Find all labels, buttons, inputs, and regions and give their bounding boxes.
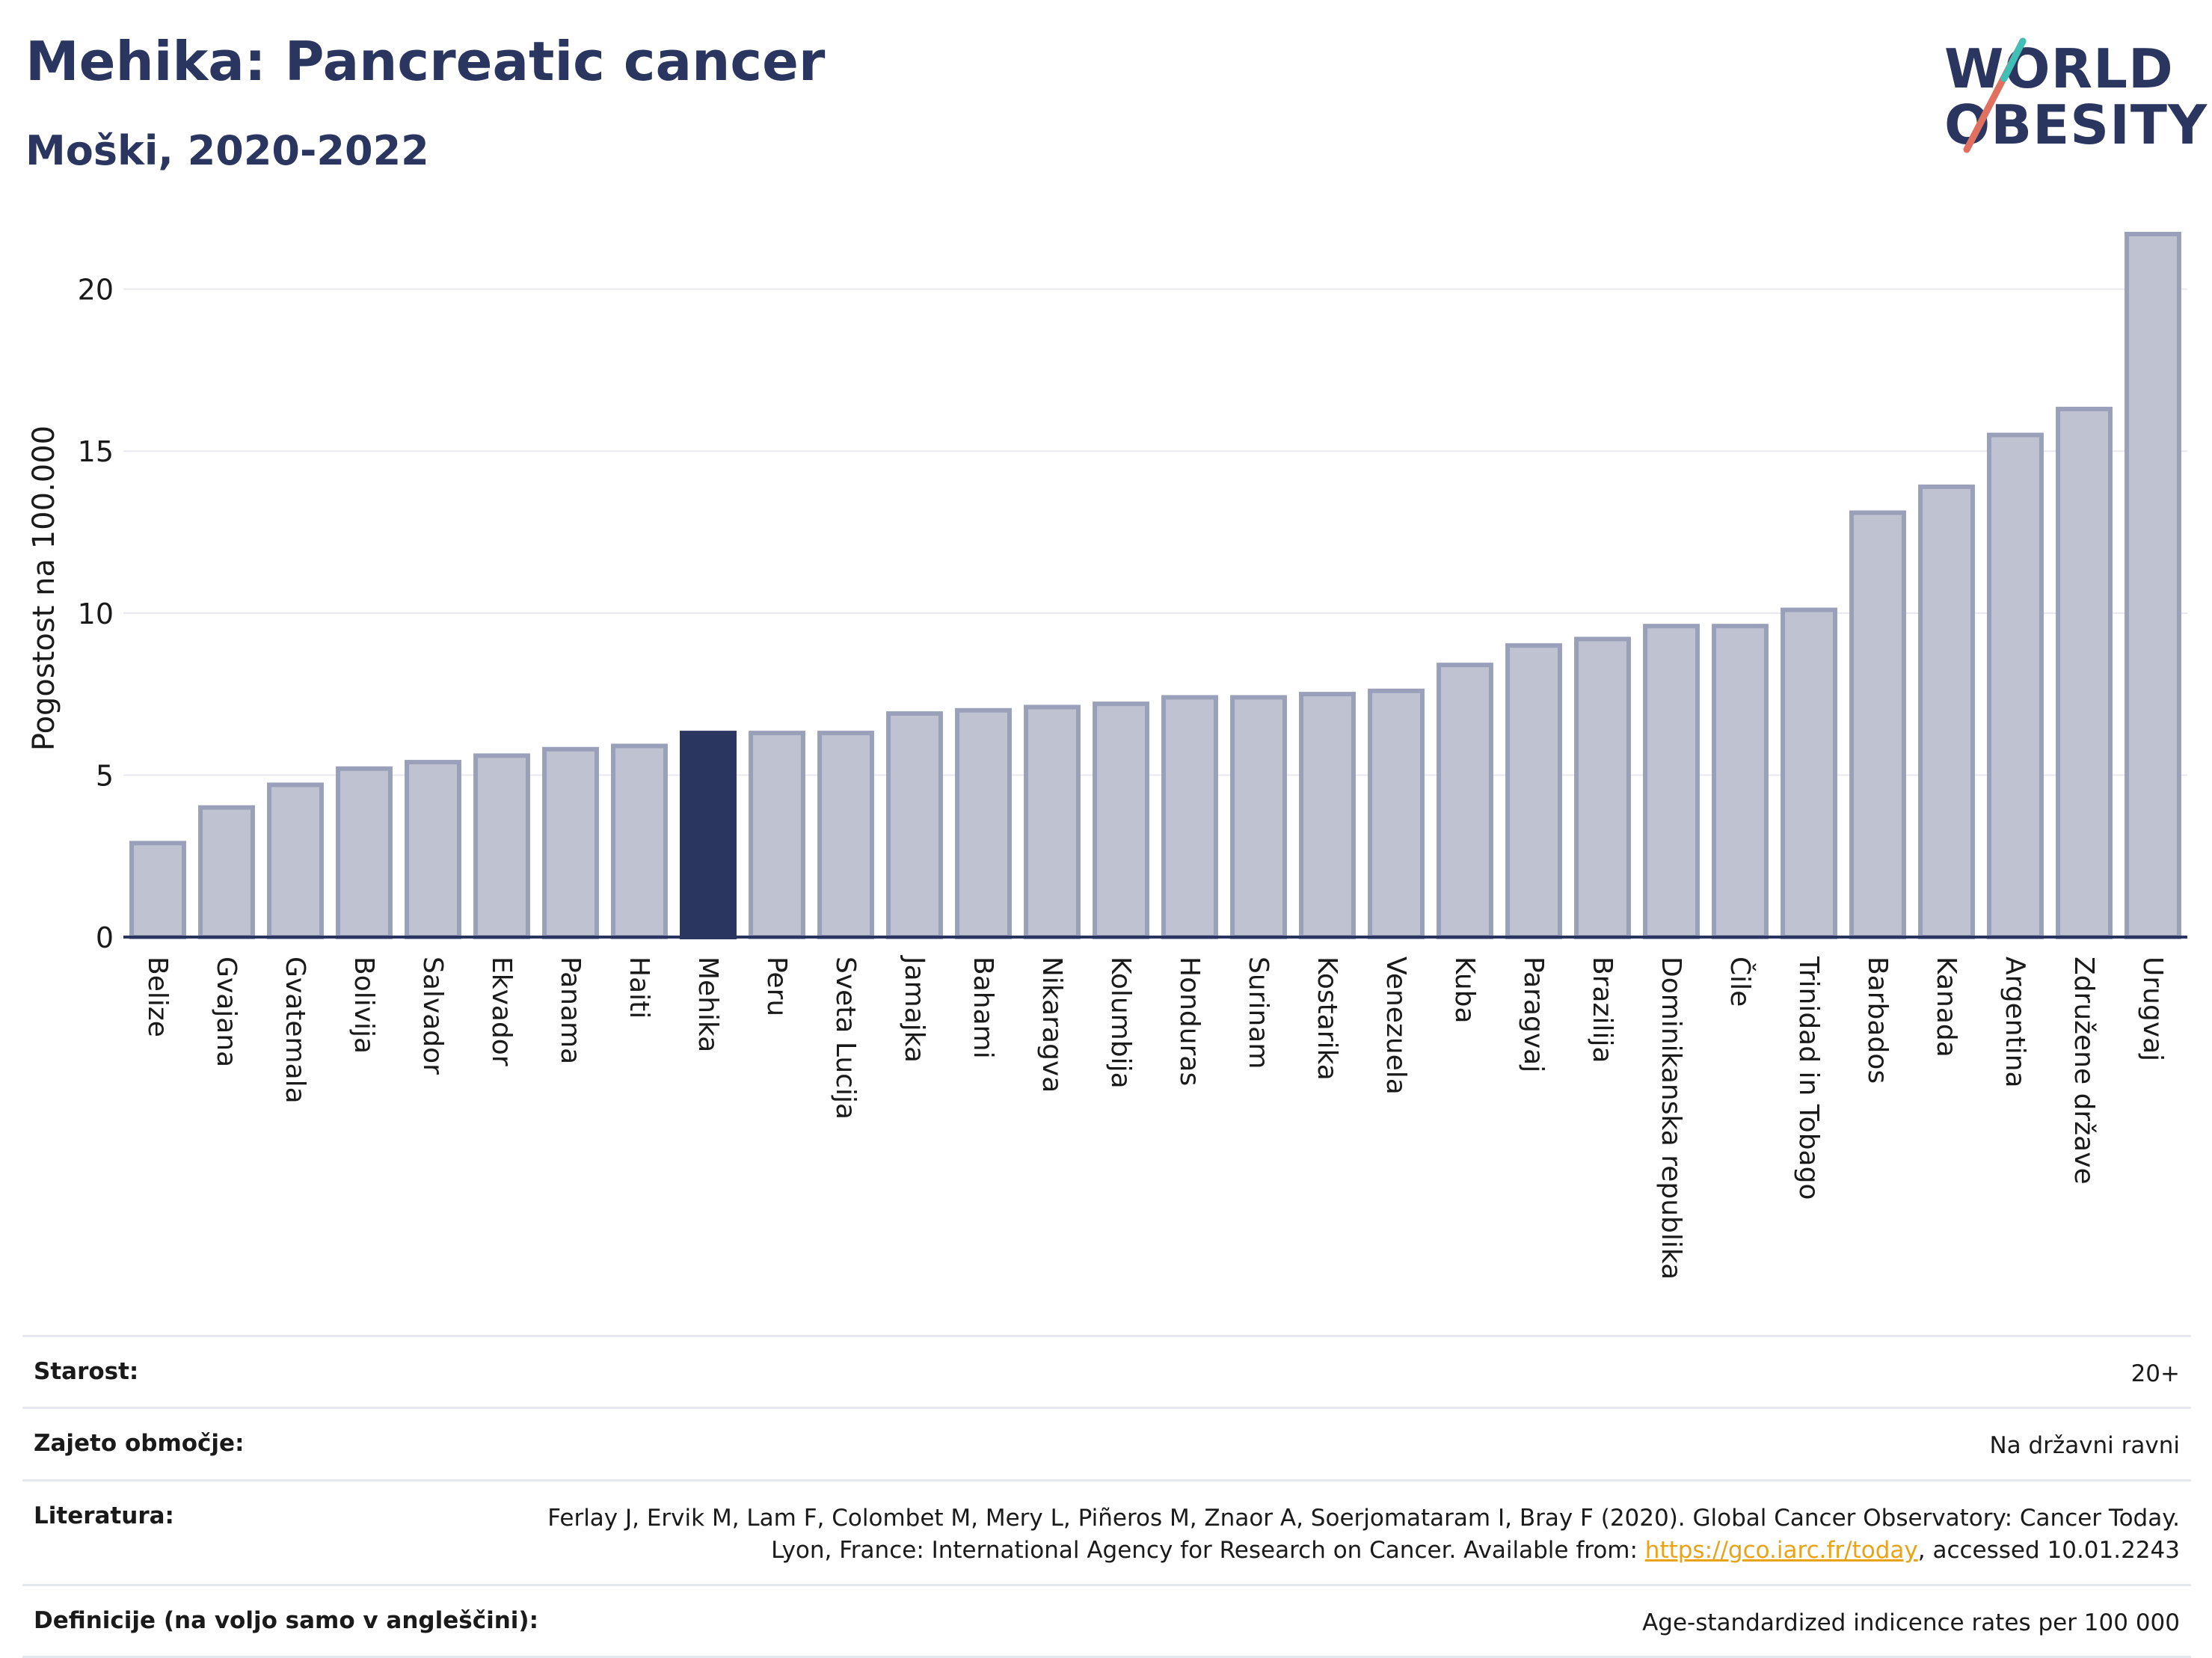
x-tick-label: Sveta Lucija [830,957,861,1120]
bar-16 [1230,695,1287,939]
bar-17 [1299,692,1356,939]
bar-5 [473,753,530,939]
x-tick-label: Bahami [968,957,998,1059]
x-tick-label: Gvajana [211,957,242,1067]
bar-3 [336,766,393,940]
literature-label: Literatura: [34,1502,174,1529]
x-tick-label: Združene države [2068,957,2099,1185]
age-value: 20+ [2130,1360,2180,1387]
bar-26 [1918,484,1975,939]
x-tick-label: Peru [761,957,792,1016]
bar-27 [1987,432,2044,939]
bar-1 [198,805,255,940]
x-tick-label: Kanada [1931,957,1961,1057]
y-tick-label: 0 [96,921,114,954]
y-tick-label: 10 [78,598,114,630]
bar-11 [886,711,943,939]
bar-0 [129,841,186,940]
definitions-value: Age-standardized indicence rates per 100… [1642,1609,2180,1636]
x-tick-label: Kuba [1449,957,1480,1024]
y-axis-label: Pogostost na 100.000 [27,426,61,751]
literature-accessed: , accessed 10.01.2243 [1917,1537,2180,1565]
x-tick-label: Kostarika [1312,957,1342,1081]
literature-link[interactable]: https://gco.iarc.fr/today [1644,1537,1918,1565]
bar-10 [817,731,874,939]
chart-subtitle: Moški, 2020-2022 [25,127,429,174]
bar-15 [1161,695,1218,939]
bar-21 [1574,636,1631,939]
x-tick-label: Paragvaj [1518,957,1549,1072]
bar-4 [405,760,461,940]
bar-19 [1437,663,1493,939]
info-table: Starost: 20+ Zajeto območje: Na državni … [22,1335,2191,1658]
x-tick-label: Surinam [1243,957,1274,1069]
x-tick-label: Čile [1724,957,1756,1007]
bar-28 [2056,406,2113,939]
literature-text: Ferlay J, Ervik M, Lam F, Colombet M, Me… [547,1504,2180,1565]
bar-24 [1781,607,1837,940]
bar-20 [1505,643,1562,939]
info-row-age: Starost: 20+ [22,1335,2191,1407]
literature-value: Ferlay J, Ervik M, Lam F, Colombet M, Me… [535,1502,2180,1568]
x-tick-label: Gvatemala [280,957,310,1104]
world-obesity-logo: WORLD OBESITY [1944,22,2207,157]
bar-18 [1368,688,1425,939]
x-tick-label: Belize [142,957,173,1037]
age-label: Starost: [34,1358,139,1385]
x-tick-label: Honduras [1174,957,1205,1086]
bar-2 [267,782,324,939]
bar-6 [542,746,599,939]
x-tick-label: Ekvador [486,957,517,1066]
bar-29 [2125,231,2181,939]
info-row-definitions: Definicije (na voljo samo v angleščini):… [22,1583,2191,1658]
bar-14 [1093,701,1149,939]
bar-22 [1643,624,1700,939]
info-row-literature: Literatura: Ferlay J, Ervik M, Lam F, Co… [22,1479,2191,1584]
x-tick-label: Panama [555,957,586,1064]
x-tick-label: Kolumbija [1105,957,1136,1089]
x-tick-label: Venezuela [1380,957,1411,1095]
coverage-value: Na državni ravni [1989,1432,2180,1460]
x-tick-label: Bolivija [348,957,379,1054]
bar-9 [749,731,805,939]
bar-25 [1849,510,1906,939]
logo-text-line1: WORLD [1944,37,2174,100]
bar-12 [955,707,1012,939]
logo-slash-icon [1963,37,2027,153]
definitions-label: Definicije (na voljo samo v angleščini): [34,1606,538,1634]
bar-23 [1712,624,1769,939]
bar-13 [1024,704,1081,939]
x-tick-label: Brazilija [1587,957,1617,1063]
chart-title: Mehika: Pancreatic cancer [25,30,826,93]
info-row-coverage: Zajeto območje: Na državni ravni [22,1407,2191,1479]
x-tick-label: Nikaragva [1036,957,1067,1093]
x-tick-label: Trinidad in Tobago [1793,956,1824,1200]
coverage-label: Zajeto območje: [34,1430,245,1458]
y-tick-label: 5 [96,759,114,792]
x-tick-label: Urugvaj [2137,957,2168,1061]
x-tick-label: Barbados [1862,957,1893,1084]
bar-7 [611,743,668,939]
x-tick-label: Jamajka [899,955,930,1063]
x-tick-label: Salvador [417,957,448,1075]
x-tick-label: Mehika [692,957,723,1052]
x-tick-label: Dominikanska republika [1656,957,1686,1280]
x-tick-label: Haiti [624,957,654,1019]
y-tick-label: 20 [78,274,114,307]
bar-chart: 0 5 10 15 20 Pogostost na 100.000 Belize Gvajan… [27,231,2187,1280]
x-tick-label: Argentina [2000,957,2030,1088]
bar-8 [680,731,737,939]
y-tick-label: 15 [78,435,114,468]
